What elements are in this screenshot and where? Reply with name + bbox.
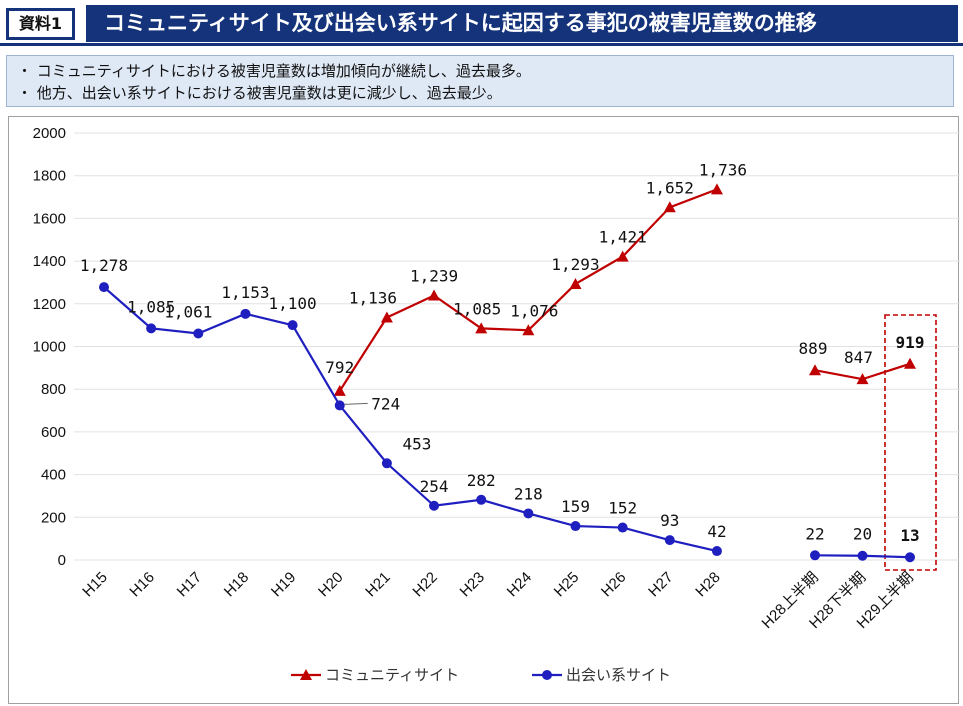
highlight-box bbox=[884, 314, 937, 571]
legend-triangle-marker bbox=[300, 669, 312, 680]
data-label: 152 bbox=[608, 499, 637, 518]
deai-line bbox=[103, 286, 718, 553]
data-label: 1,100 bbox=[269, 294, 317, 313]
data-label: 20 bbox=[853, 525, 872, 544]
header-bar: 資料1 コミュニティサイト及び出会い系サイトに起因する事犯の被害児童数の推移 bbox=[0, 0, 963, 46]
community-point bbox=[856, 373, 869, 385]
note-line-2: ・ 他方、出会い系サイトにおける被害児童数は更に減少し、過去最少。 bbox=[17, 84, 502, 102]
x-tick-label: H25 bbox=[551, 569, 582, 600]
deai-point bbox=[570, 521, 581, 532]
x-tick-label: H21 bbox=[362, 569, 393, 600]
data-label: 42 bbox=[707, 522, 726, 541]
deai-point bbox=[523, 508, 534, 519]
x-tick-label: H26 bbox=[598, 569, 629, 600]
data-label: 13 bbox=[900, 526, 919, 545]
data-label: 1,239 bbox=[410, 266, 458, 285]
data-label: 919 bbox=[896, 333, 925, 352]
y-tick-label: 1000 bbox=[33, 339, 66, 356]
deai-point bbox=[193, 328, 204, 339]
community-point bbox=[333, 384, 346, 396]
data-label: 1,736 bbox=[699, 160, 747, 179]
deai-point bbox=[905, 552, 915, 563]
y-tick-label: 600 bbox=[41, 424, 66, 441]
data-label: 93 bbox=[660, 511, 679, 530]
deai-point bbox=[857, 550, 868, 561]
x-tick-label: H20 bbox=[315, 569, 346, 600]
x-tick-label: H16 bbox=[126, 569, 157, 600]
data-label: 1,061 bbox=[164, 302, 212, 321]
data-label: 1,085 bbox=[453, 299, 501, 318]
data-label: 889 bbox=[799, 339, 828, 358]
deai-point bbox=[334, 400, 345, 411]
x-tick-label: H18 bbox=[221, 569, 252, 600]
deai-point bbox=[240, 308, 251, 319]
community-point bbox=[522, 324, 535, 336]
y-tick-label: 200 bbox=[41, 509, 66, 526]
y-tick-label: 1400 bbox=[33, 253, 66, 270]
x-tick-label: H24 bbox=[504, 569, 535, 600]
deai-point bbox=[617, 522, 628, 533]
deai-point bbox=[476, 494, 487, 505]
document-badge: 資料1 bbox=[6, 8, 75, 40]
y-tick-label: 1800 bbox=[33, 168, 66, 185]
data-label: 1,085 bbox=[127, 297, 175, 316]
data-label: 1,278 bbox=[80, 256, 128, 275]
y-tick-label: 1200 bbox=[33, 296, 66, 313]
data-label: 282 bbox=[467, 471, 496, 490]
page-title: コミュニティサイト及び出会い系サイトに起因する事犯の被害児童数の推移 bbox=[86, 5, 958, 42]
community-point bbox=[663, 201, 676, 213]
note-line-1: ・ コミュニティサイトにおける被害児童数は増加傾向が継続し、過去最多。 bbox=[17, 62, 531, 80]
deai-point bbox=[711, 546, 722, 557]
x-tick-label: H22 bbox=[409, 569, 440, 600]
leader-line bbox=[344, 402, 368, 405]
x-tick-label: H19 bbox=[268, 569, 299, 600]
legend-circle-marker bbox=[542, 670, 552, 680]
x-tick-label: H15 bbox=[79, 569, 110, 600]
legend-label: 出会い系サイト bbox=[566, 666, 671, 684]
deai-point bbox=[287, 320, 298, 331]
y-tick-label: 1600 bbox=[33, 210, 66, 227]
deai-point bbox=[429, 500, 440, 511]
deai-point bbox=[381, 458, 392, 469]
community-point bbox=[710, 183, 723, 195]
deai-point bbox=[146, 323, 157, 334]
community-point bbox=[569, 277, 582, 289]
y-tick-label: 400 bbox=[41, 467, 66, 484]
data-label: 1,421 bbox=[599, 228, 647, 247]
x-tick-label: H27 bbox=[645, 569, 676, 600]
summary-notes: ・ コミュニティサイトにおける被害児童数は増加傾向が継続し、過去最多。 ・ 他方… bbox=[6, 55, 954, 107]
data-label: 1,293 bbox=[551, 255, 599, 274]
y-tick-label: 800 bbox=[41, 381, 66, 398]
data-label: 159 bbox=[561, 497, 590, 516]
data-label: 453 bbox=[402, 434, 431, 453]
community-point bbox=[475, 322, 488, 334]
data-label: 1,652 bbox=[646, 178, 694, 197]
deai-point bbox=[99, 282, 109, 293]
data-label: 847 bbox=[844, 348, 873, 367]
data-label: 724 bbox=[371, 394, 400, 413]
community-point bbox=[616, 250, 629, 262]
x-tick-label: H23 bbox=[457, 569, 488, 600]
y-tick-label: 2000 bbox=[33, 125, 66, 142]
community-point bbox=[809, 364, 821, 376]
data-label: 1,076 bbox=[510, 301, 558, 320]
community-point bbox=[380, 311, 393, 323]
data-label: 218 bbox=[514, 484, 543, 503]
x-tick-label: H28 bbox=[692, 569, 723, 600]
y-tick-label: 0 bbox=[58, 552, 66, 569]
deai-point bbox=[664, 535, 675, 546]
legend-label: コミュニティサイト bbox=[325, 666, 459, 684]
data-label: 254 bbox=[420, 477, 449, 496]
data-label: 1,153 bbox=[221, 283, 269, 302]
data-label: 1,136 bbox=[349, 288, 397, 307]
data-label: 22 bbox=[805, 524, 824, 543]
x-tick-label: H17 bbox=[174, 569, 205, 600]
data-label: 792 bbox=[325, 358, 354, 377]
deai-point bbox=[810, 550, 820, 561]
community-point bbox=[428, 289, 441, 301]
chart-frame bbox=[8, 116, 959, 704]
community-point bbox=[904, 357, 916, 369]
